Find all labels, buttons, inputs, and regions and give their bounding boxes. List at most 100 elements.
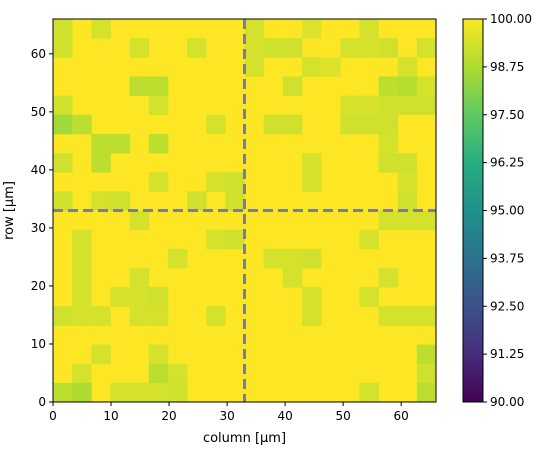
heatmap-cell — [53, 382, 73, 403]
heatmap-cell — [148, 382, 169, 403]
y-axis-label: row [µm] — [2, 181, 17, 240]
heatmap-cell — [91, 19, 111, 39]
heatmap-cell — [129, 382, 150, 403]
heatmap-cell — [378, 38, 399, 58]
heatmap-cell — [263, 114, 284, 135]
y-tick-label: 60 — [31, 47, 46, 61]
heatmap-cell — [416, 306, 437, 326]
heatmap-cell — [359, 382, 379, 403]
heatmap-cell — [359, 19, 379, 39]
heatmap-cell — [244, 57, 265, 77]
heatmap-cell — [72, 363, 92, 384]
heatmap-cell — [359, 95, 379, 116]
y-axis-ticks: 0 10 20 30 40 50 60 — [31, 47, 53, 409]
heatmap-cell — [378, 95, 399, 116]
colorbar-tick-label: 92.50 — [490, 299, 524, 313]
colorbar-tick-label: 100.00 — [490, 12, 532, 26]
heatmap-cell — [129, 38, 150, 58]
y-tick-label: 30 — [31, 221, 46, 235]
heatmap-cell — [72, 382, 92, 403]
heatmap-cell — [301, 172, 322, 192]
heatmap-cell — [167, 382, 188, 403]
heatmap-cell — [321, 57, 341, 77]
colorbar-tick-label: 98.75 — [490, 60, 524, 74]
heatmap-cell — [378, 76, 399, 96]
heatmap-cell — [416, 76, 437, 96]
heatmap-cell — [378, 267, 399, 288]
y-tick-label: 0 — [38, 395, 46, 409]
heatmap-cell — [91, 133, 111, 154]
heatmap-cell — [53, 306, 73, 326]
heatmap-cell — [72, 114, 92, 135]
heatmap-cell — [72, 287, 92, 307]
heatmap-cell — [359, 38, 379, 58]
heatmap-cell — [110, 287, 130, 307]
heatmap-cell — [397, 172, 418, 192]
heatmap-cell — [187, 191, 207, 211]
x-tick-label: 30 — [219, 409, 234, 423]
heatmap-cell — [378, 133, 399, 154]
y-tick-label: 50 — [31, 105, 46, 119]
heatmap-cell — [148, 133, 169, 154]
heatmap-cell — [225, 229, 245, 250]
heatmap-cell — [167, 363, 188, 384]
heatmap-cell — [397, 95, 418, 116]
heatmap-cell — [282, 248, 303, 269]
heatmap-cell — [263, 248, 284, 269]
colorbar-tick-label: 96.25 — [490, 156, 524, 170]
heatmap-cell — [397, 57, 418, 77]
heatmap-cell — [340, 38, 360, 58]
heatmap-cell — [110, 191, 130, 211]
colorbar-tick-label: 97.50 — [490, 108, 524, 122]
heatmap-cell — [263, 38, 284, 58]
heatmap-cell — [416, 382, 437, 403]
heatmap-cell — [397, 210, 418, 231]
heatmap-cell — [148, 363, 169, 384]
heatmap-cell — [53, 95, 73, 116]
heatmap-cell — [148, 76, 169, 96]
heatmap-cell — [359, 287, 379, 307]
heatmap-cell — [206, 172, 226, 192]
heatmap-cell — [378, 114, 399, 135]
heatmap-cell — [378, 210, 399, 231]
heatmap-cell — [53, 19, 73, 39]
heatmap-cell — [91, 191, 111, 211]
heatmap-cell — [110, 133, 130, 154]
x-tick-label: 40 — [277, 409, 292, 423]
heatmap-cell — [91, 306, 111, 326]
heatmap-cell — [72, 267, 92, 288]
heatmap-cell — [244, 38, 265, 58]
heatmap-cell — [206, 229, 226, 250]
x-tick-label: 10 — [103, 409, 118, 423]
heatmap-cell — [359, 114, 379, 135]
heatmap-cell — [397, 306, 418, 326]
heatmap-cell — [129, 306, 150, 326]
heatmap-cell — [378, 153, 399, 173]
x-axis-ticks: 0 10 20 30 40 50 60 — [49, 402, 409, 423]
heatmap-cell — [53, 153, 73, 173]
heatmap-cell — [148, 306, 169, 326]
heatmap-cell — [282, 114, 303, 135]
heatmap-cell — [187, 38, 207, 58]
heatmap-cell — [53, 114, 73, 135]
heatmap-cell — [301, 153, 322, 173]
heatmap-cell — [282, 76, 303, 96]
heatmap-cell — [129, 210, 150, 231]
heatmap-cell — [340, 114, 360, 135]
y-tick-label: 40 — [31, 163, 46, 177]
heatmap-cell — [129, 76, 150, 96]
heatmap-cell — [416, 344, 437, 365]
x-tick-label: 20 — [161, 409, 176, 423]
x-tick-label: 50 — [336, 409, 351, 423]
heatmap-cell — [129, 287, 150, 307]
heatmap-cells — [53, 19, 437, 403]
heatmap-cell — [416, 210, 437, 231]
heatmap-cell — [244, 19, 265, 39]
heatmap-cell — [378, 306, 399, 326]
x-tick-label: 60 — [394, 409, 409, 423]
colorbar — [462, 18, 484, 403]
heatmap-cell — [301, 287, 322, 307]
heatmap-cell — [91, 153, 111, 173]
colorbar-tick-label: 91.25 — [490, 347, 524, 361]
